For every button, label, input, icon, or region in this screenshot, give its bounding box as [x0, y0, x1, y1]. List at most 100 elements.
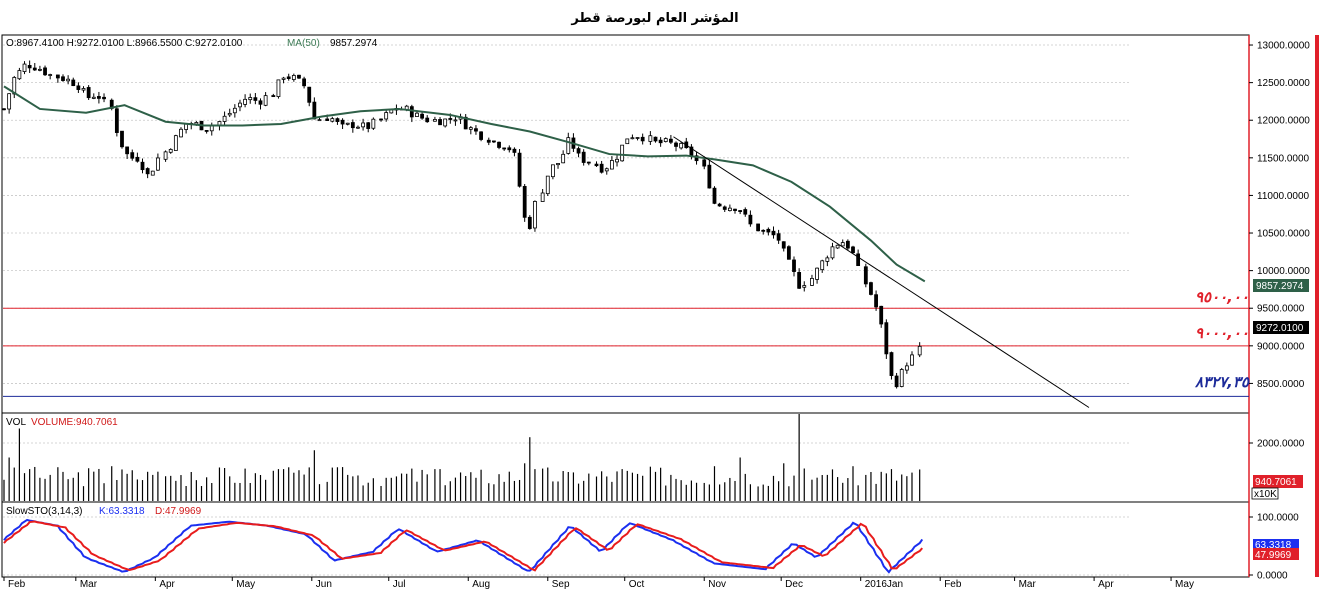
price-tick-label: 8500.0000 — [1257, 379, 1305, 390]
candle-body — [722, 206, 727, 210]
candle-body — [281, 77, 286, 80]
candle-body — [502, 147, 507, 150]
x-tick-label: Mar — [1019, 579, 1037, 590]
price-tick-label: 12500.0000 — [1257, 78, 1310, 89]
candle-body — [630, 137, 635, 140]
candle-body — [163, 151, 168, 160]
ma-label: MA(50) — [287, 38, 320, 49]
candle-body — [302, 78, 306, 87]
candle-body — [599, 163, 604, 173]
candle-body — [366, 122, 371, 129]
candle-body — [517, 152, 522, 187]
candle-body — [550, 164, 555, 178]
candle-body — [694, 155, 699, 162]
candle-body — [917, 345, 922, 356]
candle-body — [884, 322, 889, 355]
candle-body — [145, 168, 150, 175]
candle-body — [556, 163, 560, 166]
candle-body — [653, 136, 658, 142]
candle-body — [761, 229, 766, 232]
candle-body — [468, 127, 473, 130]
price-tick-label: 13000.0000 — [1257, 41, 1310, 52]
right-edge-bar — [1315, 35, 1319, 577]
d-tag-box — [1253, 548, 1299, 560]
candle-body — [130, 152, 135, 159]
candle-body — [576, 148, 581, 154]
x-tick-label: Jul — [393, 579, 406, 590]
candle-body — [492, 140, 496, 143]
stoch-k-text: K:63.3318 — [99, 506, 145, 517]
candle-body — [648, 135, 653, 142]
candle-body — [184, 123, 189, 130]
candle-body — [594, 163, 599, 167]
candle-body — [443, 118, 448, 127]
candle-body — [140, 161, 145, 171]
candle-body — [792, 259, 796, 272]
candle-body — [38, 68, 42, 71]
candle-body — [738, 210, 743, 212]
candle-body — [97, 96, 101, 99]
y-axis: 13000.0000 12500.0000 12000.0000 11500.0000… — [1249, 41, 1310, 582]
candle-body — [204, 130, 209, 132]
last-price-tag: 9272.0100 — [1256, 323, 1304, 334]
candle-body — [620, 144, 625, 162]
candle-body — [679, 142, 684, 149]
candle-body — [743, 209, 748, 215]
candle-body — [81, 88, 86, 91]
candle-body — [479, 131, 483, 140]
candle-body — [335, 118, 340, 122]
stoch-k-line — [3, 518, 924, 574]
candle-body — [453, 119, 458, 122]
candle-body — [32, 67, 37, 71]
candle-body — [748, 214, 753, 225]
candle-body — [125, 146, 130, 155]
candle-body — [173, 135, 178, 151]
candle-body — [312, 101, 317, 120]
candle-body — [350, 122, 355, 129]
x-tick-label: Oct — [629, 579, 645, 590]
candle-body — [717, 203, 722, 207]
vol-tag: 940.7061 — [1255, 477, 1297, 488]
vol-unit-box — [1251, 487, 1279, 500]
candle-body — [168, 149, 173, 153]
candle-body — [781, 241, 786, 249]
candle-body — [863, 266, 868, 285]
ma-tag: 9857.2974 — [1256, 281, 1304, 292]
candle-body — [512, 148, 517, 153]
candle-body — [238, 102, 242, 108]
candle-body — [733, 208, 737, 211]
candle-body — [668, 138, 673, 143]
candle-body — [640, 136, 645, 142]
candle-body — [61, 76, 65, 81]
candle-body — [91, 96, 96, 99]
trendline-segment — [673, 136, 1090, 408]
candle-body — [609, 160, 614, 170]
candles — [2, 60, 922, 389]
candle-body — [102, 96, 106, 100]
candle-body — [86, 87, 91, 99]
candle-body — [845, 240, 850, 249]
x-tick-label: May — [1175, 579, 1194, 590]
x-tick-label: Jun — [316, 579, 332, 590]
candle-body — [384, 112, 389, 120]
x-tick-label: May — [236, 579, 255, 590]
candle-body — [507, 147, 512, 151]
candle-body — [540, 192, 545, 202]
candle-body — [286, 76, 291, 79]
candle-body — [727, 207, 732, 212]
candle-body — [66, 78, 71, 82]
x-tick-label: Feb — [8, 579, 26, 590]
candle-body — [463, 116, 468, 130]
candle-body — [856, 253, 861, 267]
candle-body — [43, 67, 47, 76]
candle-body — [561, 153, 566, 164]
candle-body — [712, 187, 717, 204]
ohlc-info: O:8967.4100 H:9272.0100 L:8966.5500 C:92… — [6, 38, 243, 49]
x-tick-label: Apr — [159, 579, 175, 590]
candle-body — [840, 242, 845, 247]
candle-body — [448, 118, 453, 120]
level-8327-label: ٨٣٢٧,٣٥ — [1194, 373, 1250, 391]
candle-body — [889, 352, 894, 376]
candle-body — [345, 122, 350, 125]
